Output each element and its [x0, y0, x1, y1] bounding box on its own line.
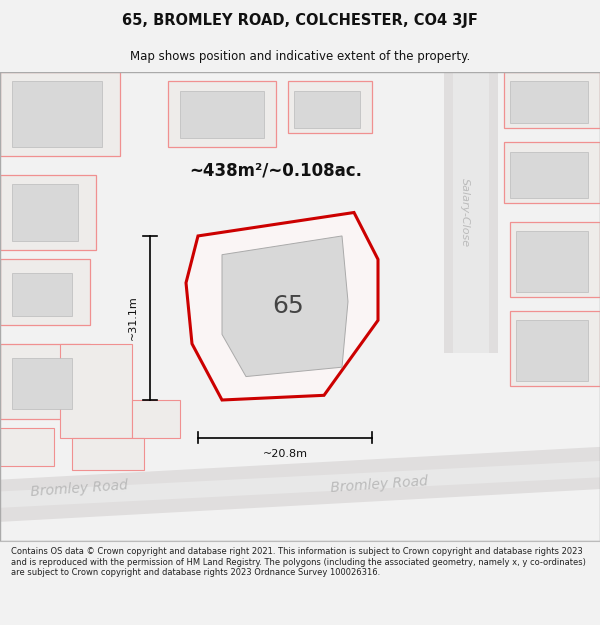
Polygon shape — [186, 213, 378, 400]
Polygon shape — [0, 175, 96, 250]
Polygon shape — [288, 81, 372, 132]
Text: Map shows position and indicative extent of the property.: Map shows position and indicative extent… — [130, 49, 470, 62]
Bar — [516, 320, 588, 381]
Text: ~31.1m: ~31.1m — [128, 296, 138, 341]
Polygon shape — [222, 236, 348, 376]
Polygon shape — [444, 72, 498, 353]
Polygon shape — [0, 344, 90, 419]
Text: 65, BROMLEY ROAD, COLCHESTER, CO4 3JF: 65, BROMLEY ROAD, COLCHESTER, CO4 3JF — [122, 12, 478, 28]
Polygon shape — [453, 72, 489, 353]
Text: Salary-Close: Salary-Close — [460, 178, 470, 247]
Bar — [12, 357, 72, 409]
Bar — [180, 91, 264, 138]
Bar — [12, 81, 102, 147]
Polygon shape — [0, 461, 600, 508]
Polygon shape — [510, 222, 600, 297]
Polygon shape — [0, 428, 54, 466]
Text: Contains OS data © Crown copyright and database right 2021. This information is : Contains OS data © Crown copyright and d… — [11, 548, 586, 577]
Polygon shape — [504, 142, 600, 203]
Polygon shape — [72, 438, 144, 470]
Bar — [510, 81, 588, 124]
Text: 65: 65 — [272, 294, 304, 318]
Polygon shape — [510, 311, 600, 386]
Polygon shape — [0, 259, 90, 325]
Polygon shape — [504, 72, 600, 128]
Polygon shape — [132, 400, 180, 437]
Polygon shape — [0, 72, 120, 156]
Text: Bromley Road: Bromley Road — [330, 474, 428, 495]
Polygon shape — [0, 447, 600, 522]
Text: ~438m²/~0.108ac.: ~438m²/~0.108ac. — [190, 161, 362, 179]
Text: Bromley Road: Bromley Road — [30, 479, 128, 499]
Bar — [516, 231, 588, 292]
Polygon shape — [168, 81, 276, 147]
Bar — [12, 274, 72, 316]
Bar — [12, 184, 78, 241]
Bar — [294, 91, 360, 128]
Bar — [510, 151, 588, 199]
Polygon shape — [60, 344, 132, 437]
Text: ~20.8m: ~20.8m — [263, 449, 308, 459]
Bar — [0, 72, 600, 541]
